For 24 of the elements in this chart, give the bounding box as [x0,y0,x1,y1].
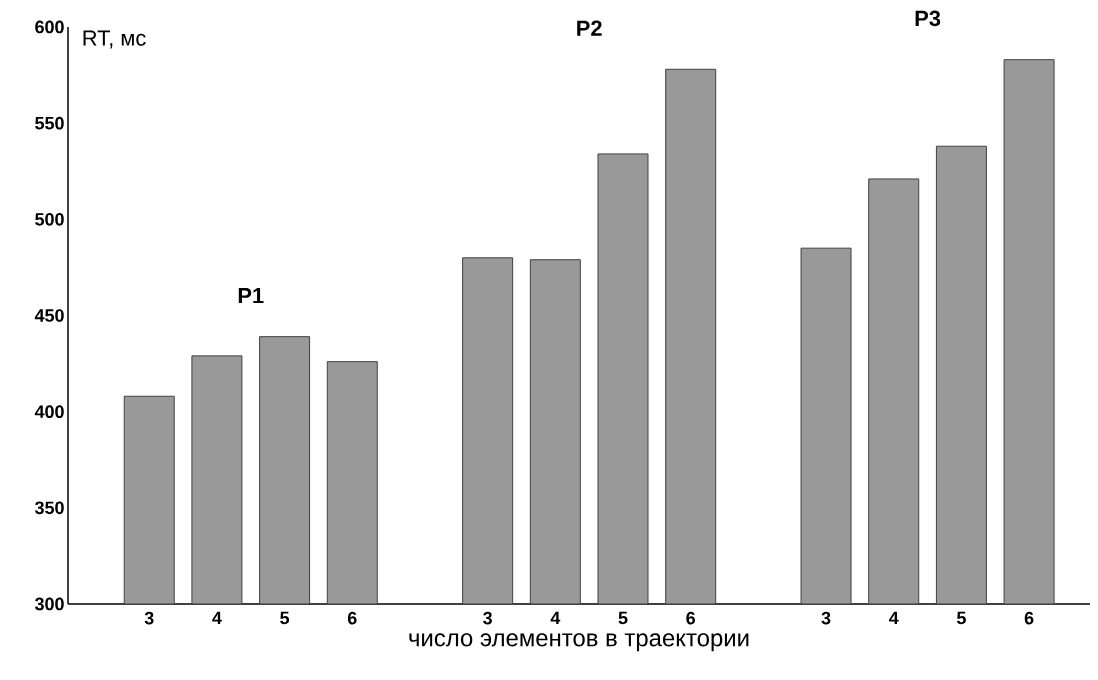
x-tick-label: 5 [280,611,290,625]
x-tick-label: 6 [347,611,357,625]
x-tick-label: 4 [212,611,222,625]
y-tick-label: 450 [34,309,64,322]
y-tick-label: 600 [35,20,64,34]
x-tick-label: 3 [821,611,831,625]
y-tick-label: 550 [35,116,64,130]
x-tick-label: 4 [889,611,899,625]
annotation: P1 [238,288,264,304]
x-tick-label: 4 [550,611,561,625]
x-tick-label: 5 [618,611,628,625]
x-tick-label: 6 [1024,611,1034,625]
y-tick-label: 350 [34,501,64,515]
text: P3 [915,10,941,27]
x-axis-title: число элементов в траектории [409,633,749,652]
y-tick-label: 500 [35,212,64,226]
x-tick-label: 3 [483,611,492,625]
x-tick-label: 6 [686,611,696,625]
x-tick-label: 3 [144,611,154,625]
y-tick-label: 400 [34,405,64,418]
y-axis-title: RT, мс [83,30,146,49]
annotation: P2 [577,20,602,36]
x-tick-label: 5 [956,611,966,625]
y-tick-label: 300 [34,597,64,611]
